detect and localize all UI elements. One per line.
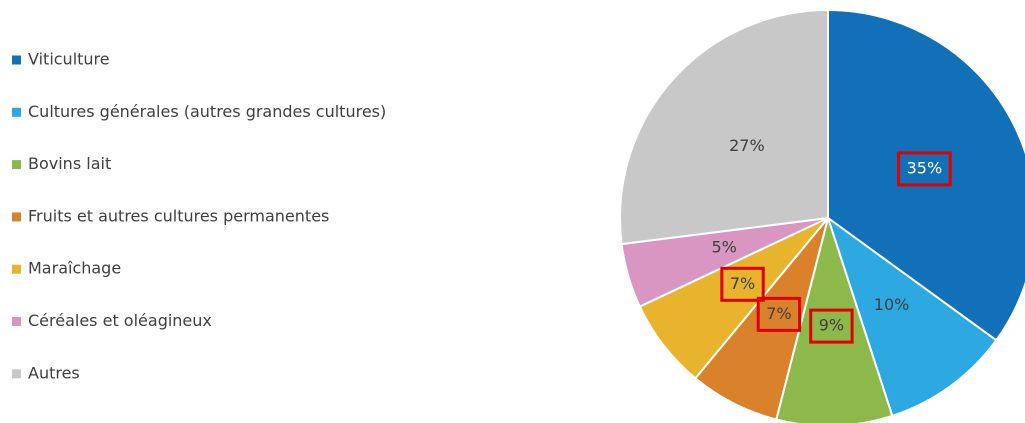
data-label: 10% — [874, 295, 910, 314]
legend-label: Fruits et autres cultures permanentes — [28, 206, 329, 225]
data-label: 27% — [729, 136, 765, 155]
data-label: 7% — [766, 304, 791, 323]
legend-swatch — [12, 55, 21, 65]
legend-label: Autres — [28, 363, 80, 382]
data-label: 35% — [907, 158, 943, 177]
legend-swatch — [12, 264, 21, 274]
pie-slice — [775, 214, 894, 423]
legend-swatch — [12, 212, 21, 222]
legend-swatch — [12, 160, 21, 170]
legend-label: Cultures générales (autres grandes cultu… — [28, 102, 386, 121]
legend-swatch — [12, 369, 21, 379]
data-label: 5% — [711, 238, 736, 257]
highlight-box — [897, 151, 952, 187]
highlight-box — [809, 308, 854, 344]
data-label: 7% — [730, 274, 755, 293]
legend-label: Viticulture — [28, 50, 110, 69]
pie-slice — [619, 8, 829, 246]
pie-slice — [826, 215, 998, 418]
legend-swatch — [12, 317, 21, 326]
highlight-box — [720, 266, 765, 302]
legend-label: Céréales et oléagineux — [28, 311, 212, 330]
legend-label: Bovins lait — [28, 154, 111, 173]
legend-swatch — [12, 107, 21, 117]
data-label: 9% — [819, 316, 844, 335]
legend-label: Maraîchage — [28, 259, 121, 278]
pie-slice — [827, 8, 1025, 342]
highlight-box — [756, 296, 802, 332]
